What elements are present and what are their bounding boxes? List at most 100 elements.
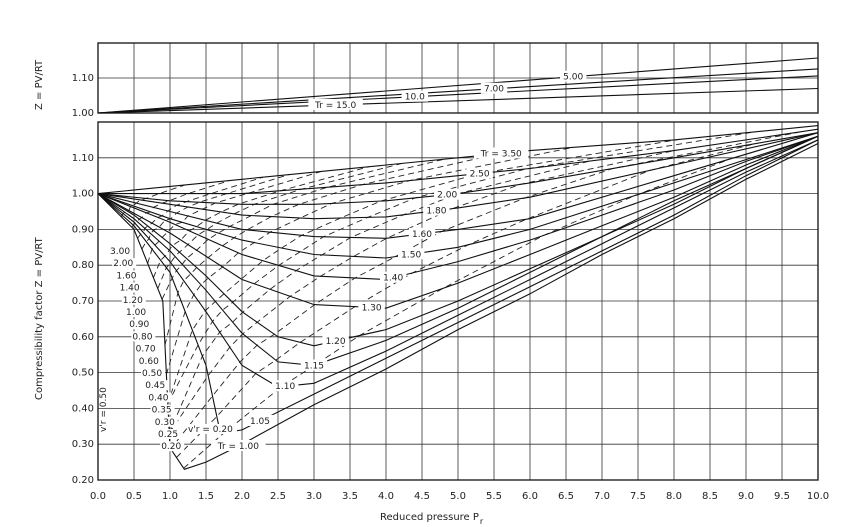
ideal-volume-label: 0.45: [145, 381, 165, 391]
ideal-volume-label-bg: [150, 404, 175, 415]
ideal-volume-line: [170, 130, 803, 450]
ideal-volume-label-bg: [144, 380, 169, 391]
curve-tr-1.05: [97, 139, 819, 435]
y-axis-label-top: Z = PV/RT: [34, 59, 45, 110]
ideal-volume-label: 0.60: [139, 357, 159, 367]
curve-label-bg: [560, 70, 587, 82]
y-tick-label: 0.40: [72, 403, 94, 414]
curve-label-bg: [272, 380, 299, 392]
y-tick-label: 0.80: [72, 260, 94, 271]
y-tick-label: 1.10: [72, 153, 94, 164]
curve-tr-5.00: [97, 57, 819, 114]
x-tick-label: 5.0: [450, 491, 466, 502]
curve-label-bg: [358, 301, 385, 313]
x-axis-label: Reduced pressure P: [380, 512, 479, 523]
curve-label: Tr = 15.0: [314, 101, 356, 111]
curve-label: Tr = 1.00: [217, 442, 259, 452]
curve-label-bg: [322, 334, 349, 346]
y-tick-label: 0.90: [72, 224, 94, 235]
y-tick-label: 1.00: [72, 189, 94, 200]
ideal-volume-label-bg: [141, 368, 165, 378]
ideal-volume-label-bg: [112, 258, 137, 269]
ideal-volume-label-bg: [118, 282, 143, 293]
curve-tr-1.10: [97, 139, 819, 388]
ideal-volume-label-bg: [115, 270, 140, 281]
ideal-volume-label: 0.30: [155, 418, 175, 428]
ideal-volume-line: [165, 147, 573, 375]
curve-label-bg: [380, 271, 407, 283]
ideal-volume-label-bg: [131, 331, 156, 342]
x-tick-label: 3.0: [306, 491, 322, 502]
curve-labels: 5.00 7.00 10.0 Tr = 15.0 Tr = 3.50 2.50 2.00 1.…: [99, 70, 587, 452]
curve-label: 1.40: [383, 274, 403, 284]
y-tick-label: 0.60: [72, 332, 94, 343]
temperature-curves: [97, 57, 819, 470]
curve-label-bg: [474, 147, 529, 159]
x-axis-label-sub: r: [480, 517, 484, 526]
axis-ticks: 1.00 1.10 0.20 0.30 0.40 0.50 0.60 0.70 0.80 0.90…: [72, 73, 829, 502]
curve-tr-1.60: [97, 132, 819, 239]
ideal-volume-label: 0.20: [161, 442, 181, 452]
x-tick-label: 3.5: [342, 491, 358, 502]
curve-label-bg: [300, 359, 328, 371]
curve-label-bg: [398, 248, 425, 260]
ideal-volume-label: 0.35: [152, 406, 172, 416]
ideal-volume-label: 1.40: [120, 284, 140, 294]
ideal-volume-label-bg: [128, 319, 153, 330]
curve-label-bg: [211, 439, 266, 451]
curve-label: 7.00: [484, 85, 504, 95]
y-tick-label: 0.70: [72, 296, 94, 307]
curve-label-bg: [401, 90, 428, 102]
ideal-volume-label-bg: [109, 246, 133, 256]
curve-tr-1.15: [97, 135, 819, 366]
curve-label: 1.10: [275, 382, 295, 392]
x-tick-label: 10.0: [807, 491, 829, 502]
ideal-volume-label-bg: [125, 307, 149, 317]
y-tick-label: 0.20: [72, 475, 94, 486]
ideal-volume-line: [168, 150, 675, 434]
x-tick-label: 0.0: [90, 491, 106, 502]
y-tick-label: 1.10: [72, 73, 94, 84]
curve-tr-10.0: [97, 75, 819, 114]
curve-label-bg: [246, 414, 274, 426]
x-tick-label: 8.5: [702, 491, 718, 502]
curve-tr-1.40: [97, 135, 819, 281]
ideal-volume-label-bg: [137, 355, 162, 366]
curve-label-bg: [308, 98, 363, 110]
ideal-volume-label-bg: [157, 429, 181, 439]
ideal-volume-label: 0.70: [136, 345, 156, 355]
curve-label-bg: [423, 204, 450, 216]
curve-label: 1.80: [426, 207, 446, 217]
ideal-volume-label: 1.20: [123, 296, 143, 306]
x-tick-label: 8.0: [666, 491, 682, 502]
curve-tr-3.50: [97, 125, 819, 195]
x-tick-label: 4.0: [378, 491, 394, 502]
ideal-volume-annotation-bg: [187, 424, 237, 434]
y-tick-label: 0.30: [72, 439, 94, 450]
curve-tr-1.20: [97, 135, 819, 347]
curve-label: 1.30: [362, 303, 382, 313]
curve-label-bg: [480, 82, 508, 94]
x-tick-label: 2.5: [270, 491, 286, 502]
x-tick-label: 7.0: [594, 491, 610, 502]
x-tick-label: 9.5: [774, 491, 790, 502]
curve-tr-1.50: [97, 135, 819, 259]
curve-tr-2.50: [98, 128, 819, 195]
x-tick-label: 4.5: [414, 491, 430, 502]
x-tick-label: 9.0: [738, 491, 754, 502]
ideal-volume-label: 0.25: [158, 430, 178, 440]
curve-tr-1.00: [97, 143, 819, 470]
x-tick-label: 1.5: [198, 491, 214, 502]
curve-tr-1.80: [97, 132, 819, 220]
curve-label: 10.0: [405, 93, 425, 103]
curve-label: 1.60: [412, 230, 432, 240]
ideal-volume-annotation: v'r = 0.20: [188, 425, 233, 435]
ideal-volume-line: [141, 174, 289, 250]
curve-label-bg: [434, 188, 461, 200]
curve-tr-2.00: [97, 132, 819, 205]
y-tick-label: 1.00: [72, 108, 94, 119]
curve-label: 2.00: [437, 191, 457, 201]
ideal-volume-label-bg: [147, 392, 172, 403]
curve-label: Tr = 3.50: [480, 150, 522, 160]
